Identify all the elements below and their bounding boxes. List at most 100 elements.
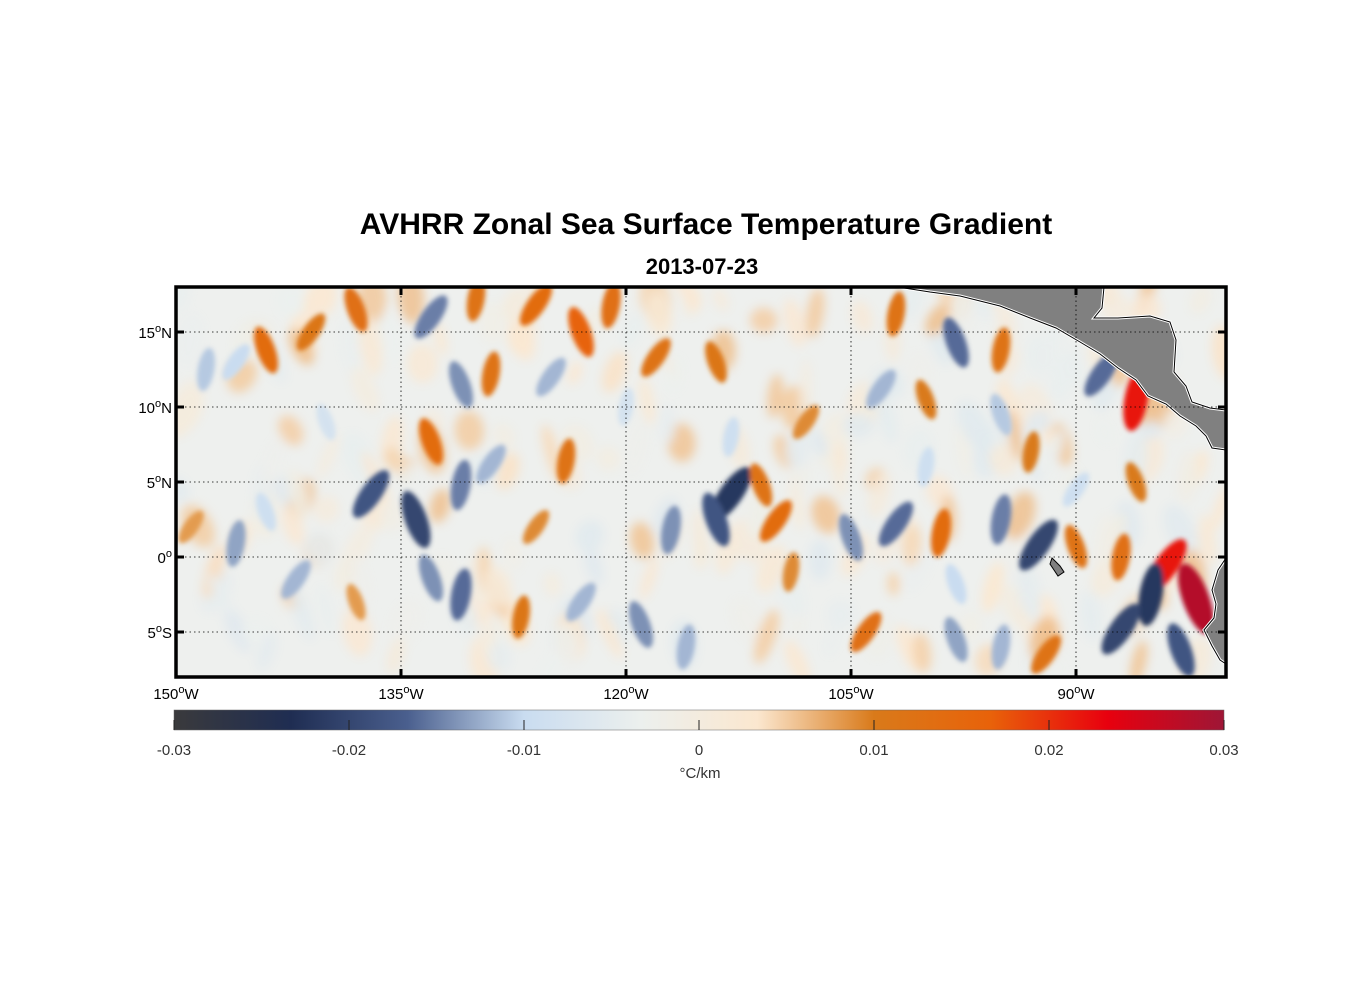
gradient-feature <box>991 327 1011 373</box>
texture-blob <box>904 547 933 593</box>
gradient-feature <box>256 492 276 532</box>
texture-blob <box>1036 322 1064 378</box>
texture-blob <box>1017 560 1042 620</box>
gradient-feature <box>1031 635 1061 674</box>
texture-blob <box>388 599 422 646</box>
gradient-feature <box>178 510 204 544</box>
gradient-feature <box>1167 623 1195 677</box>
gradient-feature <box>450 568 472 621</box>
texture-blob <box>303 287 337 321</box>
colorbar-ticks: -0.03 -0.02 -0.01 0 0.01 0.02 0.03 <box>157 720 1239 759</box>
gradient-feature <box>792 404 820 440</box>
colorbar: -0.03 -0.02 -0.01 0 0.01 0.02 0.03 °C/km <box>157 709 1239 782</box>
texture-blob <box>639 556 659 600</box>
texture-blob <box>959 611 982 641</box>
texture-blob <box>351 367 380 413</box>
gradient-feature <box>705 341 727 383</box>
gradient-feature <box>476 444 506 484</box>
texture-blob <box>1008 389 1026 431</box>
gradient-feature <box>990 393 1012 436</box>
texture-blob <box>454 411 485 451</box>
texture-blob <box>406 344 438 383</box>
colorbar-tick-label: 0.01 <box>859 742 888 759</box>
texture-blob <box>1037 594 1057 622</box>
gradient-feature <box>1138 563 1164 626</box>
texture-blob <box>176 477 190 503</box>
texture-blob <box>666 356 684 393</box>
texture-blob <box>784 640 811 677</box>
texture-blob <box>1008 410 1023 462</box>
texture-blob <box>1067 346 1083 386</box>
gradient-feature <box>749 463 773 507</box>
texture-blob <box>833 441 848 474</box>
texture-blob <box>334 557 355 592</box>
map-title: AVHRR Zonal Sea Surface Temperature Grad… <box>360 208 1052 241</box>
texture-blob <box>493 423 516 450</box>
texture-blob <box>981 561 1004 613</box>
texture-blob <box>479 301 505 344</box>
texture-blob <box>176 287 190 311</box>
texture-blob <box>693 536 710 570</box>
texture-blob <box>989 442 1018 476</box>
texture-blob <box>826 600 855 629</box>
colorbar-tick-label: -0.01 <box>507 742 541 759</box>
gradient-feature <box>760 500 792 542</box>
texture-blob <box>386 637 406 674</box>
texture-blob <box>1176 450 1198 504</box>
gradient-feature <box>702 492 730 547</box>
gradient-feature <box>628 601 654 648</box>
gradient-feature <box>556 438 576 484</box>
central-america-coastline <box>897 287 1226 451</box>
gradient-feature <box>1101 603 1141 655</box>
gradient-feature <box>660 505 682 555</box>
gradient-feature <box>414 295 448 339</box>
gradient-feature <box>878 501 914 547</box>
texture-blob <box>887 571 900 596</box>
texture-blob <box>313 495 340 523</box>
graticule <box>176 287 1226 677</box>
texture-blob <box>1189 287 1212 314</box>
texture-blob <box>261 436 285 484</box>
lon-tick-label: 135oW <box>378 684 424 703</box>
texture-blob <box>1016 606 1035 644</box>
texture-blob <box>483 566 513 607</box>
texture-blob <box>596 610 623 659</box>
texture-blob <box>502 537 523 571</box>
texture-blob <box>596 446 621 471</box>
texture-blob <box>241 617 270 644</box>
texture-blob <box>584 544 604 586</box>
gradient-feature <box>1178 563 1214 635</box>
texture-blob <box>1163 504 1199 559</box>
texture-blob <box>808 539 832 580</box>
texture-blob <box>1079 591 1103 642</box>
texture-blob <box>317 585 334 636</box>
gradient-feature <box>401 491 431 548</box>
texture-blob <box>575 520 604 552</box>
texture-blob <box>901 524 923 566</box>
gradient-feature <box>481 351 501 397</box>
texture-blob <box>810 428 828 458</box>
texture-blob <box>630 522 655 559</box>
gradient-feature <box>196 347 216 392</box>
texture-blob <box>536 650 563 677</box>
texture-blob <box>811 495 841 534</box>
texture-blob <box>1096 419 1113 445</box>
texture-blob <box>207 574 234 616</box>
galapagos-islands <box>1049 557 1065 577</box>
texture-blob <box>646 291 673 338</box>
gradient-feature <box>281 560 311 599</box>
map-panel: 150oW 135oW 120oW 105oW 90oW 15oN 10oN 5oN 0o 5oS <box>138 285 1228 703</box>
gradient-feature <box>450 459 472 511</box>
texture-blob <box>342 606 373 657</box>
texture-blob <box>622 312 643 349</box>
lon-tick-label: 150oW <box>153 684 199 703</box>
texture-blob <box>799 358 813 418</box>
texture-blob <box>223 607 251 653</box>
lat-tick-label: 5oS <box>148 623 172 642</box>
texture-blob <box>851 300 873 334</box>
texture-blob <box>433 321 448 356</box>
texture-blob <box>638 376 656 425</box>
gradient-feature <box>352 470 390 518</box>
texture-blob <box>554 623 580 667</box>
gradient-feature <box>866 369 896 409</box>
